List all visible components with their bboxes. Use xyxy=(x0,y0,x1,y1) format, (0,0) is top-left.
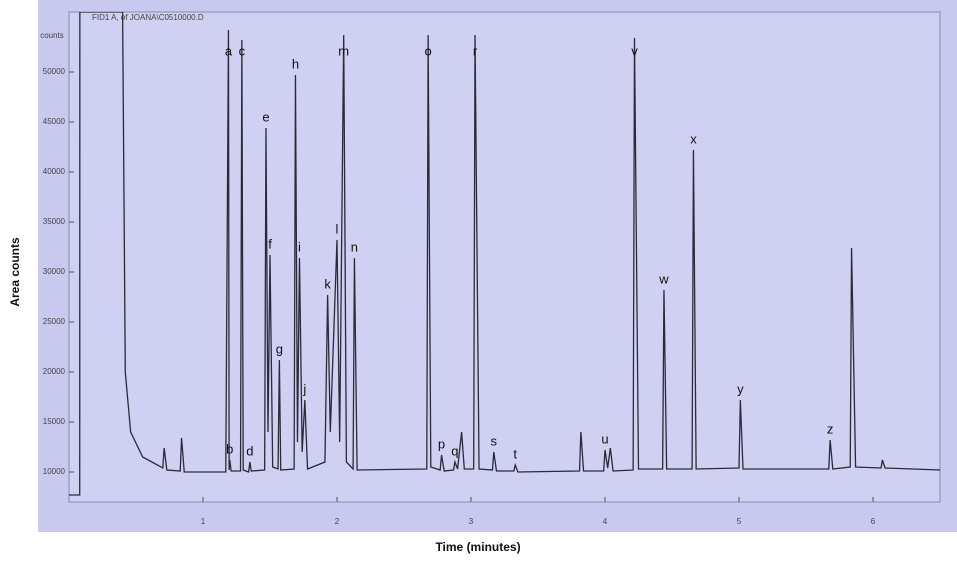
peak-label: e xyxy=(262,109,269,124)
peak-label: a xyxy=(225,43,233,58)
peak-label: i xyxy=(298,239,301,254)
x-tick-label: 3 xyxy=(469,517,474,526)
y-tick-label: 50000 xyxy=(43,67,66,76)
peak-label: m xyxy=(338,43,349,58)
peak-label: w xyxy=(658,271,669,286)
chromatogram-trace xyxy=(69,12,940,496)
peak-label: v xyxy=(631,43,638,58)
peak-label: p xyxy=(438,436,445,451)
y-tick-label: 40000 xyxy=(43,167,66,176)
peak-label: c xyxy=(239,43,246,58)
peak-label: l xyxy=(336,221,339,236)
peak-label: g xyxy=(276,341,283,356)
y-tick-label: 15000 xyxy=(43,417,66,426)
chart-title: FID1 A, of JOANA\C0510000.D xyxy=(92,13,204,22)
peak-label: j xyxy=(302,381,306,396)
y-tick-label: 20000 xyxy=(43,367,66,376)
peak-label: x xyxy=(690,131,697,146)
peak-label: t xyxy=(513,446,517,461)
y-tick-label: 30000 xyxy=(43,267,66,276)
peak-label: y xyxy=(737,381,744,396)
y-tick-label: 10000 xyxy=(43,467,66,476)
plot-area xyxy=(68,11,941,503)
y-tick-label: 35000 xyxy=(43,217,66,226)
peak-label: k xyxy=(324,276,331,291)
peak-label: h xyxy=(292,56,299,71)
peak-label: z xyxy=(827,421,834,436)
peak-label: u xyxy=(601,431,608,446)
x-tick-label: 4 xyxy=(603,517,608,526)
x-tick-label: 1 xyxy=(201,517,206,526)
peak-label: s xyxy=(491,433,498,448)
peak-label: n xyxy=(351,239,358,254)
x-tick-label: 6 xyxy=(871,517,876,526)
peak-label: q xyxy=(451,443,458,458)
peak-label: o xyxy=(425,43,432,58)
peak-label: d xyxy=(246,443,253,458)
peak-label: f xyxy=(268,236,272,251)
y-unit: counts xyxy=(40,31,64,40)
x-tick-label: 5 xyxy=(737,517,742,526)
x-axis-title: Time (minutes) xyxy=(435,540,520,554)
x-tick-label: 2 xyxy=(335,517,340,526)
peak-label: b xyxy=(226,441,233,456)
peak-label: r xyxy=(473,43,478,58)
y-tick-label: 25000 xyxy=(43,317,66,326)
y-tick-label: 45000 xyxy=(43,117,66,126)
y-axis-title: Area counts xyxy=(8,237,22,307)
